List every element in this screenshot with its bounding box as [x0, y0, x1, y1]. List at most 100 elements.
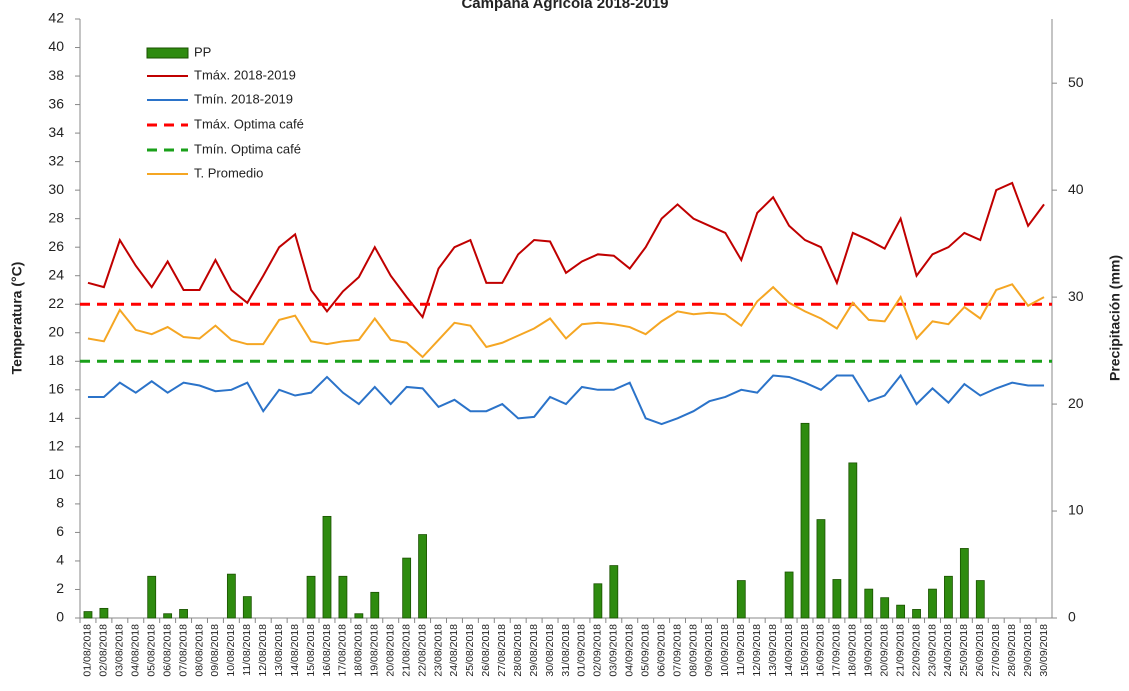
x-tick-label: 11/08/2018: [241, 624, 253, 676]
y-tick-label: 38: [48, 67, 64, 83]
x-tick-label: 27/09/2018: [990, 624, 1002, 677]
bar: [864, 588, 874, 619]
x-tick-label: 17/09/2018: [831, 624, 843, 677]
bar: [832, 579, 842, 619]
y2-tick-label: 0: [1068, 609, 1076, 625]
bar: [163, 613, 173, 619]
x-tick-label: 27/08/2018: [496, 624, 508, 677]
y2-tick-label: 10: [1068, 502, 1084, 518]
x-tick-label: 22/09/2018: [910, 624, 922, 677]
x-tick-label: 25/08/2018: [464, 624, 476, 677]
bar: [912, 609, 921, 619]
line: [87, 283, 1045, 359]
x-tick-label: 11/09/2018: [735, 624, 747, 676]
x-tick-label: 01/08/2018: [82, 624, 94, 677]
bar: [593, 583, 603, 619]
chart-title: Campaña Agrícola 2018-2019: [461, 0, 668, 12]
x-tick-label: 30/09/2018: [1038, 624, 1050, 677]
bar: [179, 609, 188, 619]
x-tick-label: 18/08/2018: [353, 624, 365, 677]
y2-tick-label: 40: [1068, 181, 1084, 197]
x-tick-label: 20/09/2018: [878, 624, 890, 677]
y-tick-label: 16: [48, 381, 64, 397]
x-tick-label: 30/08/2018: [544, 624, 556, 677]
y-axis-title: Temperatura (°C): [9, 262, 25, 375]
bar: [975, 580, 985, 619]
x-tick-label: 23/09/2018: [926, 624, 938, 677]
x-tick-label: 16/09/2018: [815, 624, 827, 677]
x-tick-label: 13/09/2018: [767, 624, 779, 677]
bar: [322, 515, 332, 619]
y-tick-label: 40: [48, 38, 64, 54]
x-tick-label: 16/08/2018: [321, 624, 333, 677]
x-tick-label: 18/09/2018: [847, 624, 859, 677]
x-tick-label: 01/09/2018: [576, 624, 588, 677]
y-tick-label: 6: [56, 523, 64, 539]
x-tick-label: 04/09/2018: [624, 624, 636, 677]
x-tick-label: 31/08/2018: [560, 624, 572, 677]
bar: [736, 580, 746, 619]
x-tick-label: 09/09/2018: [703, 624, 715, 677]
y-tick-label: 4: [56, 552, 64, 568]
bar: [99, 607, 109, 619]
x-tick-label: 07/09/2018: [671, 624, 683, 677]
legend-label: T. Promedio: [194, 165, 263, 180]
x-tick-label: 26/09/2018: [974, 624, 986, 677]
y-tick-label: 42: [48, 10, 64, 26]
y-tick-label: 22: [48, 295, 64, 311]
x-tick-label: 17/08/2018: [337, 624, 349, 677]
y-tick-label: 18: [48, 352, 64, 368]
y-tick-label: 10: [48, 466, 64, 482]
x-tick-label: 15/09/2018: [799, 624, 811, 677]
legend-swatch: [146, 47, 189, 59]
x-tick-label: 14/08/2018: [289, 624, 301, 677]
bar: [418, 534, 427, 619]
y-tick-label: 14: [48, 409, 64, 425]
x-tick-label: 10/08/2018: [225, 624, 237, 677]
bar: [354, 613, 364, 619]
bar: [896, 604, 906, 619]
y-tick-label: 12: [48, 438, 64, 454]
bar: [226, 573, 236, 619]
x-tick-label: 08/09/2018: [687, 624, 699, 677]
legend-label: Tmáx. Optima café: [194, 116, 304, 131]
line: [87, 373, 1045, 426]
x-tick-label: 10/09/2018: [719, 624, 731, 677]
x-tick-label: 20/08/2018: [385, 624, 397, 677]
x-tick-label: 26/08/2018: [480, 624, 492, 677]
x-tick-label: 14/09/2018: [783, 624, 795, 677]
bar: [147, 575, 157, 619]
y-tick-label: 8: [56, 495, 64, 511]
legend-label: Tmín. 2018-2019: [194, 91, 293, 106]
x-tick-label: 06/08/2018: [161, 624, 173, 677]
x-tick-label: 23/08/2018: [432, 624, 444, 677]
bar: [816, 519, 826, 619]
y-tick-label: 2: [56, 580, 64, 596]
x-tick-label: 28/09/2018: [1006, 624, 1018, 677]
x-tick-label: 02/09/2018: [592, 624, 604, 677]
bar: [306, 575, 316, 619]
x-tick-label: 05/09/2018: [639, 624, 651, 677]
x-tick-label: 09/08/2018: [209, 624, 221, 677]
bar: [338, 575, 348, 619]
x-tick-label: 03/09/2018: [608, 624, 620, 677]
x-tick-label: 12/09/2018: [751, 624, 763, 677]
bar: [784, 571, 794, 619]
y2-tick-label: 30: [1068, 288, 1084, 304]
x-tick-label: 24/09/2018: [942, 624, 954, 677]
y-tick-label: 20: [48, 323, 64, 339]
bar: [959, 548, 969, 619]
bar: [848, 462, 858, 619]
x-tick-label: 19/09/2018: [863, 624, 875, 677]
x-tick-label: 21/09/2018: [894, 624, 906, 677]
x-tick-label: 05/08/2018: [145, 624, 157, 677]
x-tick-label: 12/08/2018: [257, 624, 269, 677]
bar: [944, 575, 953, 619]
y-tick-label: 32: [48, 152, 64, 168]
line: [87, 181, 1045, 320]
bar: [242, 596, 252, 619]
bar: [928, 588, 937, 619]
bar: [83, 611, 93, 619]
bar: [609, 565, 619, 619]
